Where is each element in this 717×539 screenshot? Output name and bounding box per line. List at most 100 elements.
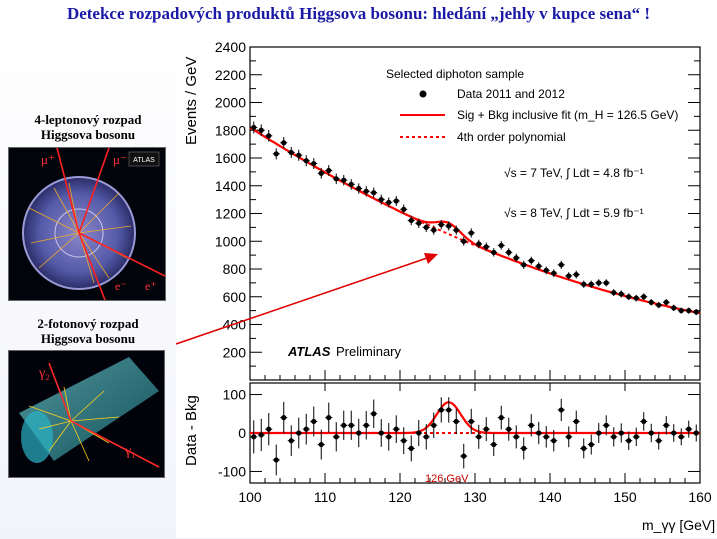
data-point bbox=[363, 188, 369, 194]
data-point bbox=[573, 271, 579, 278]
data-point bbox=[678, 308, 684, 314]
x-tick-label: 110 bbox=[314, 489, 337, 505]
data-point bbox=[251, 124, 257, 131]
atlas-label: ATLAS bbox=[287, 344, 331, 359]
data-point bbox=[566, 273, 572, 279]
residual-point bbox=[258, 432, 264, 438]
data-point bbox=[423, 224, 429, 230]
data-point bbox=[686, 308, 692, 314]
preliminary-label: Preliminary bbox=[336, 344, 402, 359]
data-point bbox=[401, 206, 407, 212]
residual-point bbox=[498, 415, 504, 421]
detector-endcap bbox=[21, 411, 53, 463]
x-tick-label: 130 bbox=[463, 489, 487, 505]
data-point bbox=[296, 152, 302, 158]
data-point bbox=[431, 227, 437, 233]
data-point bbox=[326, 167, 332, 174]
y-tick-label: 1200 bbox=[215, 206, 246, 222]
data-point bbox=[641, 294, 647, 300]
annotation-sqrt-s-7: √s = 7 TeV, ∫ Ldt = 4.8 fb⁻¹ bbox=[504, 166, 644, 180]
residual-point bbox=[423, 434, 429, 440]
data-point bbox=[536, 263, 542, 269]
data-point bbox=[633, 295, 639, 301]
data-point bbox=[693, 309, 699, 315]
residual-point bbox=[281, 415, 287, 421]
data-point bbox=[618, 291, 624, 297]
y-residual-tick-label: 0 bbox=[238, 425, 246, 441]
data-point bbox=[528, 258, 534, 264]
residual-point bbox=[596, 430, 602, 436]
data-point bbox=[603, 280, 609, 286]
sig-bkg-fit-curve bbox=[249, 126, 701, 315]
chart-background bbox=[176, 38, 717, 538]
residual-point bbox=[461, 453, 467, 459]
atlas-logo: ATLAS bbox=[133, 157, 155, 164]
residual-point bbox=[558, 407, 564, 413]
legend-label-fit: Sig + Bkg inclusive fit (m_H = 126.5 GeV… bbox=[457, 108, 678, 122]
y-tick-label: 800 bbox=[223, 261, 247, 277]
x-tick-label: 150 bbox=[613, 489, 637, 505]
data-point bbox=[551, 270, 557, 276]
data-point bbox=[656, 302, 662, 308]
x-tick-label: 120 bbox=[388, 489, 412, 505]
y-tick-label: 2200 bbox=[215, 67, 246, 83]
detector-inner bbox=[54, 208, 104, 258]
data-point bbox=[491, 249, 497, 255]
residual-point bbox=[296, 430, 302, 436]
residual-point bbox=[363, 422, 369, 428]
two-photon-event-image: γ₂ γ₁ bbox=[8, 350, 165, 478]
data-point bbox=[461, 238, 467, 244]
y-tick-label: 600 bbox=[223, 289, 247, 305]
atlas-logo-box bbox=[128, 151, 160, 167]
residual-point bbox=[641, 418, 647, 425]
y-tick-label: 1400 bbox=[215, 178, 246, 194]
legend-title: Selected diphoton sample bbox=[386, 67, 524, 81]
data-point bbox=[281, 140, 287, 146]
label-mu-minus: μ⁻ bbox=[113, 152, 127, 167]
data-point bbox=[266, 133, 272, 139]
residual-point bbox=[513, 434, 519, 440]
label-e-plus: e⁺ bbox=[145, 279, 157, 293]
legend-marker-data bbox=[419, 90, 427, 98]
x-tick-label: 140 bbox=[538, 489, 562, 505]
slide-title: Detekce rozpadových produktů Higgsova bo… bbox=[66, 4, 651, 23]
data-point bbox=[311, 160, 317, 167]
residual-point bbox=[588, 441, 594, 448]
label-e-minus: e⁻ bbox=[115, 279, 127, 293]
label-gamma2: γ₂ bbox=[38, 366, 50, 381]
data-point bbox=[663, 299, 669, 305]
y-residual-tick-label: 100 bbox=[223, 387, 247, 403]
lepton-tracks bbox=[56, 148, 165, 300]
four-lepton-event-image: ATLAS μ⁺ μ⁻ e⁻ e⁺ bbox=[8, 147, 166, 301]
data-point bbox=[273, 151, 279, 157]
data-point bbox=[671, 305, 677, 311]
residual-point bbox=[566, 434, 572, 440]
pointer-arrow-line bbox=[176, 256, 431, 345]
y-residual-tick-label: -100 bbox=[218, 463, 246, 479]
four-lepton-caption-line1: 4-leptonový rozpad bbox=[34, 112, 142, 127]
data-point bbox=[288, 149, 294, 156]
residual-point bbox=[603, 422, 609, 428]
residual-point bbox=[431, 422, 437, 428]
x-axis-label: m_γγ [GeV] bbox=[642, 517, 715, 533]
residual-point bbox=[326, 415, 332, 421]
data-point bbox=[468, 230, 474, 236]
four-lepton-caption: 4-leptonový rozpad Higgsova bosonu bbox=[8, 112, 168, 142]
data-point bbox=[506, 249, 512, 255]
residual-point bbox=[528, 422, 534, 428]
data-point bbox=[483, 244, 489, 250]
pointer-arrow-head bbox=[424, 253, 438, 264]
data-point bbox=[318, 170, 324, 176]
data-point bbox=[453, 227, 459, 233]
data-point bbox=[371, 190, 377, 196]
residual-point bbox=[378, 430, 384, 436]
data-point bbox=[581, 281, 587, 287]
two-photon-caption-line1: 2-fotonový rozpad bbox=[37, 316, 139, 331]
residual-point bbox=[386, 434, 392, 440]
data-point bbox=[348, 181, 354, 187]
residual-point bbox=[491, 441, 497, 448]
residual-point bbox=[288, 438, 294, 444]
residual-point bbox=[506, 426, 512, 432]
residual-point bbox=[393, 426, 399, 432]
y-tick-label: 1000 bbox=[215, 233, 246, 249]
